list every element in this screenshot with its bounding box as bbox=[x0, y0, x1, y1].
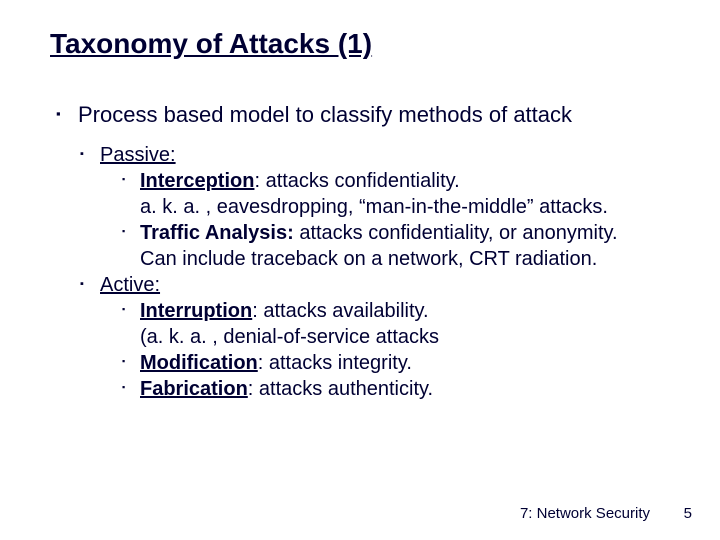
active-item-1: Interruption: attacks availability. bbox=[122, 298, 670, 324]
main-bullet: Process based model to classify methods … bbox=[56, 102, 670, 128]
active-heading: Active: bbox=[80, 272, 670, 298]
active-item-3: Fabrication: attacks authenticity. bbox=[122, 376, 670, 402]
term: Traffic Analysis: bbox=[140, 222, 294, 244]
rest: : attacks availability. bbox=[252, 300, 428, 322]
passive-item-2: Traffic Analysis: attacks confidentialit… bbox=[122, 220, 670, 246]
rest: attacks confidentiality, or anonymity. bbox=[294, 222, 618, 244]
slide-title: Taxonomy of Attacks (1) bbox=[50, 28, 670, 60]
slide: Taxonomy of Attacks (1) Process based mo… bbox=[0, 0, 720, 540]
rest: : attacks integrity. bbox=[258, 352, 412, 374]
term: Fabrication bbox=[140, 378, 248, 400]
passive-item-2-cont: Can include traceback on a network, CRT … bbox=[140, 246, 670, 272]
term: Modification bbox=[140, 352, 258, 374]
passive-label: Passive: bbox=[100, 144, 176, 166]
term: Interception bbox=[140, 170, 254, 192]
footer-text: 7: Network Security bbox=[520, 505, 650, 522]
passive-heading: Passive: bbox=[80, 142, 670, 168]
active-label: Active: bbox=[100, 274, 160, 296]
rest: : attacks confidentiality. bbox=[254, 170, 459, 192]
page-number: 5 bbox=[684, 505, 692, 522]
passive-item-1-cont: a. k. a. , eavesdropping, “man-in-the-mi… bbox=[140, 194, 670, 220]
active-item-1-cont: (a. k. a. , denial-of-service attacks bbox=[140, 324, 670, 350]
active-item-2: Modification: attacks integrity. bbox=[122, 350, 670, 376]
term: Interruption bbox=[140, 300, 252, 322]
passive-item-1: Interception: attacks confidentiality. bbox=[122, 168, 670, 194]
rest: : attacks authenticity. bbox=[248, 378, 433, 400]
